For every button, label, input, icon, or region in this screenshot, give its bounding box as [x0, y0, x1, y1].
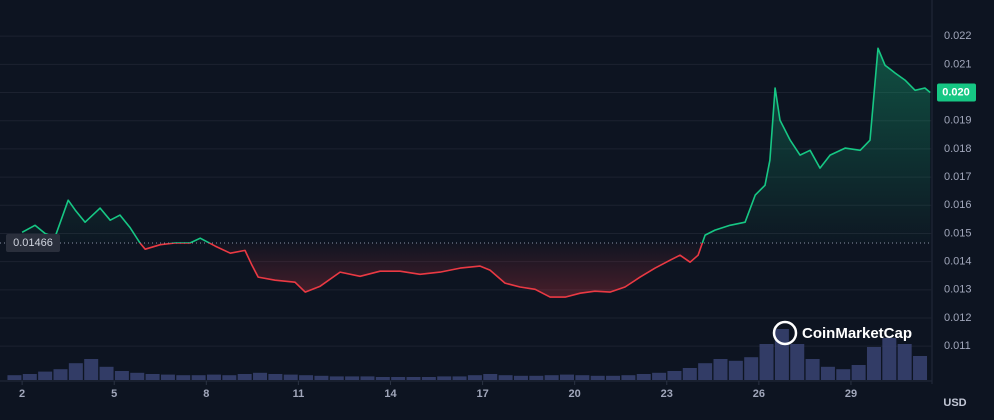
- y-tick-label: 0.018: [944, 143, 972, 155]
- volume-bar: [606, 375, 621, 380]
- y-tick-label: 0.019: [944, 115, 972, 127]
- volume-bar: [820, 366, 835, 380]
- x-tick-label: 29: [845, 388, 857, 400]
- currency-label: USD: [943, 397, 966, 409]
- volume-bar: [84, 359, 99, 380]
- y-tick-label: 0.014: [944, 256, 972, 268]
- y-tick-label: 0.011: [944, 340, 971, 352]
- volume-bar: [467, 375, 482, 380]
- x-tick-label: 17: [476, 388, 488, 400]
- volume-bar: [160, 374, 175, 380]
- volume-bar: [713, 359, 728, 380]
- volume-bar: [53, 369, 68, 380]
- volume-bar: [529, 375, 544, 380]
- volume-bar: [22, 374, 37, 380]
- area-up: [22, 48, 931, 244]
- volume-bar: [575, 375, 590, 380]
- volume-bar: [698, 363, 713, 380]
- x-tick-label: 20: [569, 388, 581, 400]
- volume-bar: [652, 372, 667, 380]
- volume-bar: [560, 374, 575, 380]
- volume-bar: [176, 375, 191, 380]
- volume-bar: [682, 368, 697, 380]
- volume-bar: [68, 363, 83, 380]
- volume-bar: [99, 366, 114, 380]
- volume-bar: [774, 329, 789, 380]
- volume-bar: [667, 371, 682, 380]
- volume-bar: [268, 374, 283, 380]
- y-tick-label: 0.016: [944, 199, 972, 211]
- volume-bar: [7, 375, 22, 380]
- volume-bar: [222, 375, 237, 380]
- baseline-label: 0.01466: [13, 237, 53, 249]
- price-line: [21, 47, 931, 298]
- volume-bar: [237, 374, 252, 380]
- volume-bar: [206, 374, 221, 380]
- y-tick-label: 0.015: [944, 227, 972, 239]
- volume-bar: [38, 371, 53, 380]
- volume-bar: [897, 344, 912, 380]
- y-tick-label: 0.012: [944, 312, 972, 324]
- y-tick-label: 0.021: [944, 58, 972, 70]
- volume-bar: [790, 344, 805, 380]
- volume-bar: [437, 376, 452, 380]
- volume-bar: [299, 375, 314, 380]
- volume-bar: [544, 375, 559, 380]
- volume-bar: [590, 375, 605, 380]
- volume-bar: [345, 376, 360, 380]
- volume-bar: [406, 377, 421, 380]
- volume-bar: [283, 374, 298, 380]
- baseline-badge: [6, 234, 60, 253]
- x-tick-label: 5: [111, 388, 117, 400]
- price-badge: [937, 83, 976, 102]
- volume-bar: [866, 347, 881, 380]
- volume-bar: [145, 374, 160, 380]
- volume-bar: [759, 344, 774, 380]
- x-tick-label: 8: [203, 388, 209, 400]
- volume-bar: [882, 338, 897, 380]
- x-tick-label: 26: [753, 388, 765, 400]
- logo: [772, 320, 798, 346]
- volume-bar: [483, 374, 498, 380]
- volume-bar: [421, 377, 436, 380]
- x-tick-label: 2: [19, 388, 25, 400]
- price-label: 0.020: [942, 86, 970, 98]
- y-tick-label: 0.017: [944, 171, 972, 183]
- volume-bar: [375, 377, 390, 380]
- volume-bar: [130, 372, 145, 380]
- volume-bar: [191, 375, 206, 380]
- volume-bar: [498, 375, 513, 380]
- x-tick-label: 23: [661, 388, 673, 400]
- volume-bar: [314, 375, 329, 380]
- watermark-text: CoinMarketCap: [802, 325, 912, 342]
- volume-bar: [253, 372, 268, 380]
- y-tick-label: 0.013: [944, 284, 972, 296]
- x-tick-label: 11: [293, 388, 305, 400]
- volume-bar: [513, 375, 528, 380]
- volume-bar: [391, 377, 406, 380]
- volume-bar: [360, 376, 375, 380]
- watermark: CoinMarketCap: [772, 320, 912, 346]
- volume-bar: [851, 365, 866, 380]
- volume-bar: [744, 357, 759, 380]
- volume-bar: [621, 375, 636, 380]
- area-down: [140, 243, 703, 298]
- volume-bar: [636, 374, 651, 380]
- volume-bar: [114, 371, 129, 380]
- volume-bar: [452, 376, 467, 380]
- volume-bar: [329, 376, 344, 380]
- y-tick-label: 0.022: [944, 30, 972, 42]
- volume-bar: [805, 359, 820, 380]
- x-tick-label: 14: [384, 388, 397, 400]
- volume-bar: [728, 360, 743, 380]
- volume-bar: [913, 356, 928, 380]
- volume-bar: [836, 369, 851, 380]
